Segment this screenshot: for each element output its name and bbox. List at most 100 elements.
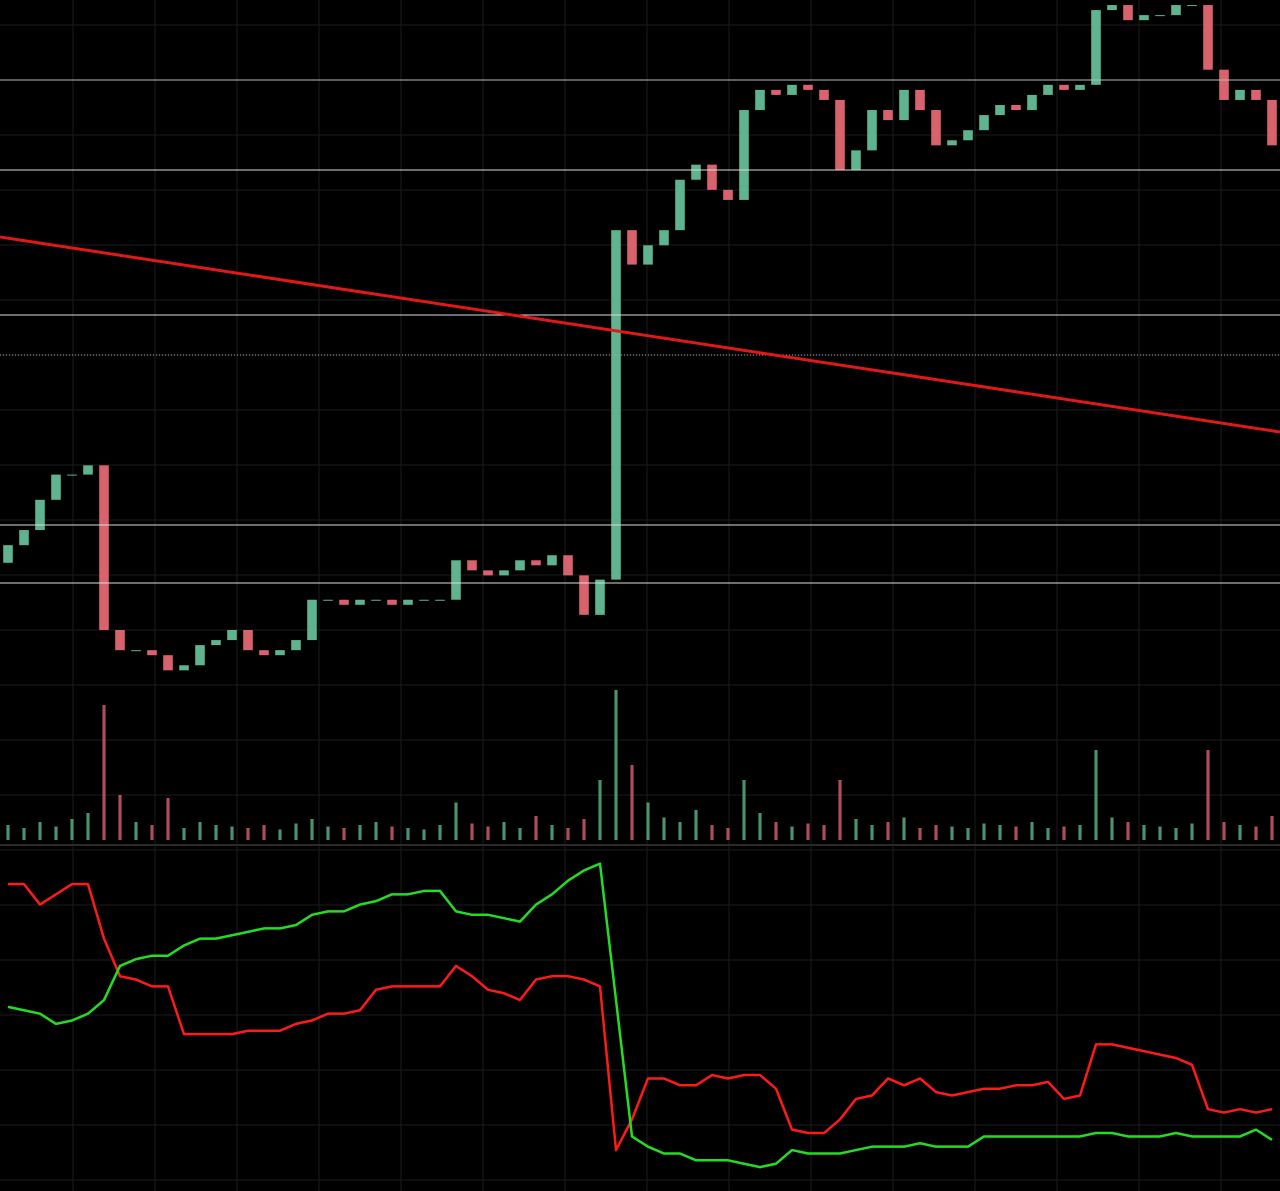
- candle: [771, 89, 781, 95]
- volume-bar: [134, 822, 138, 840]
- indicator-line: [7, 862, 1273, 1169]
- volume-bar: [1030, 822, 1034, 840]
- candle: [147, 650, 157, 656]
- volume-bar: [550, 825, 554, 840]
- volume-bar: [1046, 828, 1050, 840]
- candle: [931, 110, 941, 146]
- candle: [1027, 94, 1037, 111]
- candle: [995, 105, 1005, 116]
- volume-bar: [598, 780, 602, 840]
- volume-bar: [294, 823, 298, 840]
- candle: [691, 164, 701, 180]
- candle: [611, 230, 621, 580]
- candle: [403, 599, 413, 605]
- volume-bar: [1110, 817, 1114, 840]
- volume-bar: [22, 828, 26, 840]
- volume-bar: [1174, 828, 1178, 840]
- volume-bar: [950, 826, 954, 840]
- volume-bar: [310, 819, 314, 840]
- volume-bar: [118, 795, 122, 840]
- volume-bar: [214, 825, 218, 840]
- volume-bar: [470, 823, 474, 840]
- candle: [19, 530, 29, 546]
- volume-bar: [262, 825, 266, 840]
- trend-line: [0, 235, 1280, 434]
- candle: [291, 640, 301, 651]
- volume-bar: [326, 826, 330, 840]
- candle: [1219, 69, 1229, 100]
- volume-bar: [486, 826, 490, 840]
- candle: [899, 89, 909, 121]
- volume-bar: [630, 765, 634, 840]
- candle: [675, 179, 685, 231]
- volume-bar: [342, 828, 346, 840]
- volume-bar: [982, 823, 986, 840]
- candle: [819, 89, 829, 100]
- volume-bar: [406, 828, 410, 840]
- candle: [1043, 84, 1053, 95]
- volume-bar: [678, 822, 682, 840]
- candle: [1107, 5, 1117, 11]
- candle: [259, 650, 269, 656]
- volume-bar: [246, 828, 250, 840]
- volume-bar: [870, 825, 874, 840]
- candle: [371, 599, 381, 601]
- candle: [739, 110, 749, 200]
- volume-bar: [822, 825, 826, 840]
- volume-bar: [6, 825, 10, 840]
- volume-bar: [1254, 826, 1258, 840]
- volume-bar: [966, 828, 970, 840]
- candle: [243, 630, 253, 651]
- volume-bar: [454, 802, 458, 840]
- candle: [1011, 105, 1021, 111]
- candle: [3, 545, 13, 563]
- volume-bar: [86, 813, 90, 840]
- candle: [1059, 84, 1069, 90]
- volume-bar: [102, 705, 106, 840]
- volume-bar: [1238, 825, 1242, 840]
- candle: [499, 570, 509, 576]
- candle: [579, 575, 589, 615]
- candle: [35, 499, 45, 531]
- volume-bar: [1094, 750, 1098, 840]
- candle: [275, 650, 285, 656]
- volume-bar: [70, 819, 74, 840]
- volume-bar: [886, 822, 890, 840]
- volume-bar: [38, 822, 42, 840]
- volume-bar: [150, 825, 154, 840]
- candle: [979, 115, 989, 131]
- candle: [131, 650, 141, 652]
- volume-bar: [1126, 822, 1130, 840]
- volume-bar: [614, 690, 618, 840]
- candle: [851, 150, 861, 170]
- candle: [339, 599, 349, 605]
- volume-bar: [1014, 826, 1018, 840]
- volume-bar: [806, 823, 810, 840]
- candle: [51, 474, 61, 500]
- volume-bar: [422, 829, 426, 840]
- candle: [627, 230, 637, 265]
- volume-bar: [1270, 816, 1274, 840]
- candle: [1155, 15, 1165, 17]
- candle: [867, 110, 877, 151]
- candle: [531, 560, 541, 566]
- candle: [707, 164, 717, 190]
- candle: [723, 189, 733, 200]
- candle: [1203, 5, 1213, 70]
- candle: [595, 579, 605, 615]
- candle: [835, 99, 845, 170]
- volume-bar: [230, 826, 234, 840]
- candle: [563, 555, 573, 576]
- candle: [83, 465, 93, 475]
- candle: [643, 245, 653, 265]
- candle: [915, 89, 925, 111]
- volume-bar: [1222, 822, 1226, 840]
- candle: [787, 84, 797, 95]
- candle: [323, 599, 333, 601]
- candle: [419, 599, 429, 601]
- candle: [1235, 89, 1245, 100]
- candle: [467, 560, 477, 571]
- volume-bar: [1158, 826, 1162, 840]
